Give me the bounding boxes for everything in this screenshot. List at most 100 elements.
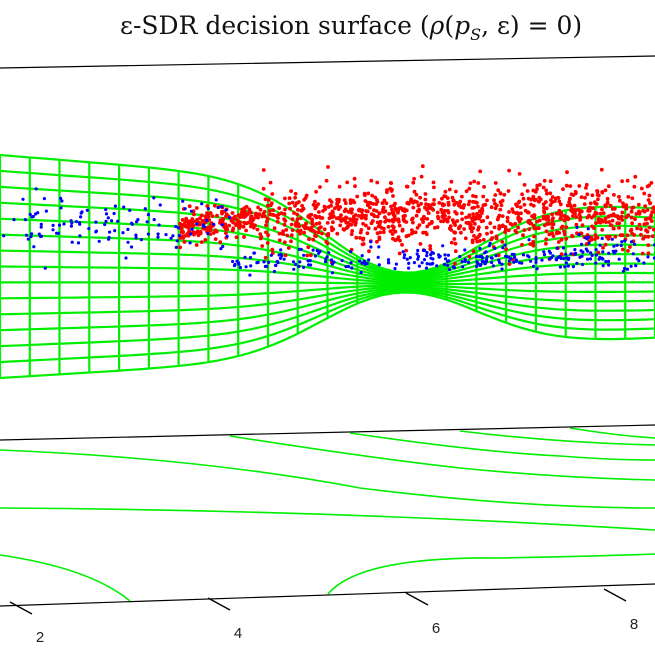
- scatter-point: [431, 180, 436, 185]
- scatter-point: [194, 206, 199, 210]
- scatter-point: [467, 260, 471, 264]
- scatter-point: [129, 245, 134, 249]
- scatter-point: [317, 210, 321, 214]
- scatter-point: [182, 240, 187, 244]
- scatter-point: [423, 197, 428, 202]
- scatter-point: [369, 178, 374, 183]
- scatter-point: [202, 225, 206, 229]
- scatter-point: [381, 205, 386, 210]
- scatter-point: [645, 208, 650, 212]
- scatter-point: [339, 213, 343, 218]
- scatter-point: [249, 210, 253, 215]
- scatter-point: [488, 241, 492, 245]
- scatter-point: [649, 181, 654, 185]
- scatter-point: [428, 244, 433, 248]
- scatter-point: [440, 210, 445, 215]
- scatter-point: [315, 248, 319, 253]
- scatter-point: [489, 256, 493, 260]
- scatter-point: [607, 234, 612, 239]
- scatter-point: [485, 215, 490, 220]
- scatter-point: [298, 260, 302, 264]
- contour-line-0: [0, 554, 131, 602]
- scatter-point: [294, 262, 298, 266]
- scatter-point: [104, 212, 109, 216]
- scatter-point: [169, 236, 173, 240]
- scatter-point: [350, 229, 355, 233]
- scatter-point: [520, 242, 524, 247]
- scatter-point: [416, 254, 421, 259]
- scatter-point: [515, 204, 520, 209]
- scatter-point: [244, 265, 248, 269]
- scatter-point: [570, 207, 574, 211]
- scatter-point: [522, 228, 527, 233]
- scatter-point: [621, 247, 625, 252]
- scatter-point: [264, 230, 268, 235]
- scatter-point: [566, 264, 570, 268]
- scatter-point: [480, 208, 485, 213]
- scatter-point: [567, 200, 571, 205]
- scatter-point: [461, 265, 465, 269]
- scatter-point: [606, 259, 611, 263]
- scatter-point: [642, 191, 647, 196]
- scatter-point: [493, 206, 498, 211]
- scatter-point: [258, 236, 263, 241]
- scatter-point: [578, 209, 582, 214]
- scatter-point: [535, 187, 539, 191]
- scatter-point: [546, 215, 550, 220]
- scatter-point: [318, 185, 322, 189]
- scatter-point: [605, 196, 610, 201]
- scatter-point: [421, 220, 425, 225]
- scatter-point: [319, 225, 323, 230]
- scatter-point: [124, 256, 128, 260]
- scatter-point: [626, 249, 630, 253]
- scatter-point: [589, 251, 593, 255]
- scatter-point: [472, 179, 477, 184]
- scatter-point: [600, 236, 604, 241]
- scatter-point: [311, 237, 316, 242]
- scatter-point: [512, 260, 516, 264]
- scatter-point: [626, 213, 631, 218]
- scatter-point: [361, 221, 365, 226]
- scatter-point: [213, 203, 217, 208]
- scatter-point: [647, 183, 651, 188]
- scatter-point: [256, 260, 260, 264]
- scatter-point: [342, 198, 347, 203]
- scatter-point: [313, 230, 317, 234]
- scatter-point: [594, 253, 598, 257]
- scatter-point: [468, 181, 473, 186]
- scatter-point: [629, 264, 633, 268]
- scatter-point: [625, 267, 630, 271]
- scatter-point: [630, 196, 635, 201]
- scatter-point: [189, 220, 194, 225]
- scatter-point: [315, 215, 319, 219]
- scatter-point: [496, 253, 501, 258]
- scatter-point: [562, 257, 566, 261]
- scatter-point: [231, 220, 236, 225]
- axes-box: [0, 55, 655, 607]
- scatter-point: [652, 205, 655, 210]
- scatter-point: [441, 203, 445, 208]
- scatter-point: [304, 221, 308, 226]
- x-tick-label: 6: [432, 620, 440, 637]
- scatter-point: [289, 239, 293, 244]
- title-suffix: , ε) = 0): [481, 11, 582, 40]
- scatter-point: [572, 203, 577, 208]
- scatter-point: [385, 190, 389, 195]
- scatter-point: [561, 246, 566, 250]
- scatter-point: [134, 236, 138, 240]
- scatter-point: [600, 190, 605, 194]
- scatter-point: [348, 198, 353, 203]
- scatter-point: [588, 205, 593, 210]
- scatter-point: [298, 231, 302, 236]
- scatter-point: [508, 222, 513, 226]
- scatter-point: [608, 203, 613, 208]
- scatter-point: [80, 210, 84, 214]
- scatter-point: [195, 222, 199, 226]
- scatter-point: [404, 220, 409, 224]
- scatter-point: [359, 228, 364, 232]
- scatter-point: [390, 218, 395, 222]
- scatter-point: [283, 253, 288, 258]
- scatter-point: [363, 199, 368, 203]
- scatter-point: [607, 220, 611, 224]
- scatter-point: [630, 206, 634, 211]
